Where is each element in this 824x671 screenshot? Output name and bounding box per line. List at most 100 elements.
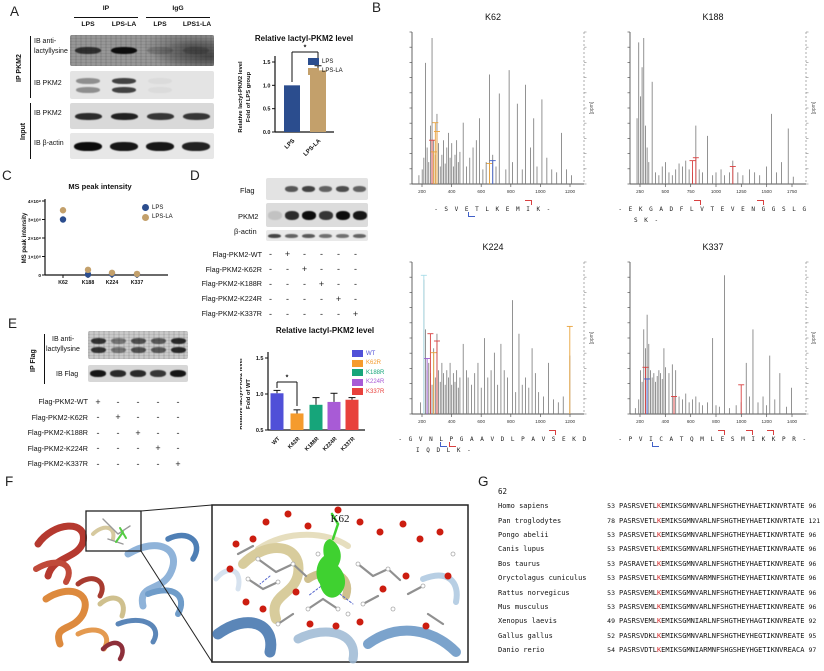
legend-swatch bbox=[352, 388, 363, 395]
plus-minus-mark: - bbox=[176, 396, 180, 407]
blot-band bbox=[112, 77, 136, 84]
plus-minus-mark: - bbox=[156, 412, 160, 423]
sequence-ion-mark bbox=[652, 442, 660, 447]
alignment-row: Mus musculus 53 PASRSVEMLKEMIKSGMNVARLNFSH… bbox=[498, 600, 822, 614]
plus-minus-mark: - bbox=[354, 293, 357, 304]
blot-band bbox=[285, 186, 298, 192]
blot-flag bbox=[266, 178, 368, 200]
x-tick-label: 1000 bbox=[711, 189, 722, 194]
blot-band bbox=[170, 346, 186, 353]
plus-minus-mark: - bbox=[176, 427, 180, 438]
igg-noise-blotch bbox=[142, 35, 214, 66]
x-tick-label: 600 bbox=[477, 189, 485, 194]
x-tick-label: 400 bbox=[448, 419, 456, 424]
blot-band bbox=[150, 337, 166, 344]
blot-band bbox=[110, 370, 126, 377]
blot-band bbox=[352, 210, 367, 220]
construct-label: Flag-PKM2-K188R bbox=[201, 279, 262, 289]
plus-minus-mark: + bbox=[115, 412, 121, 423]
legend-item: K188R bbox=[352, 369, 384, 376]
plus-minus-mark: - bbox=[116, 396, 120, 407]
plus-minus-mark: - bbox=[354, 264, 357, 275]
start-position: 78 bbox=[607, 516, 615, 525]
sequence: PASRSVETLKEMIKSGMNVARLNFSHGTHEYHAETIKNVR… bbox=[619, 530, 805, 539]
legend-item: LPS-LA bbox=[142, 213, 173, 221]
spectrum-k62: K62 - S V E T L K E M I K - [ppm] 200 400 6… bbox=[388, 8, 598, 236]
x-tick-label: 600 bbox=[687, 419, 695, 424]
bar bbox=[290, 413, 304, 430]
plus-minus-mark: - bbox=[116, 458, 120, 469]
legend-item: LPS-LA bbox=[308, 67, 343, 75]
blot-band bbox=[302, 186, 315, 192]
panel-g-label: G bbox=[478, 474, 489, 489]
x-category-label: K337 bbox=[131, 280, 144, 286]
blot-band bbox=[74, 112, 102, 120]
lane-label: LPS-LA bbox=[111, 21, 137, 28]
y-tick-label: 3×10⁸ bbox=[28, 218, 41, 224]
y-tick-label: 1×10⁸ bbox=[28, 255, 41, 261]
legend-swatch bbox=[142, 204, 149, 211]
blot-band bbox=[148, 77, 172, 84]
chart-a-title: Relative lactyl-PKM2 level bbox=[254, 34, 354, 43]
lactylated-lysine: K bbox=[656, 545, 662, 554]
end-position: 121 bbox=[808, 516, 821, 525]
y-tick-label: 0 bbox=[38, 273, 41, 279]
chart-c-legend: LPS LPS-LA bbox=[142, 204, 173, 223]
input-side-label: Input bbox=[20, 122, 27, 140]
plus-minus-mark: - bbox=[96, 443, 100, 454]
x-tick-label: 200 bbox=[418, 419, 426, 424]
chart-e: 0.5 1.0 1.5 WT K62R K188R K224R K337R * Relative … bbox=[238, 338, 410, 466]
legend-swatch bbox=[308, 58, 319, 65]
blot-band bbox=[147, 47, 173, 54]
plus-minus-mark: - bbox=[156, 427, 160, 438]
plus-minus-mark: - bbox=[286, 293, 289, 304]
right-axis-label: [ppm] bbox=[811, 101, 817, 114]
plus-minus-mark: - bbox=[269, 249, 272, 260]
plus-minus-mark: - bbox=[286, 278, 289, 289]
end-position: 92 bbox=[808, 617, 817, 626]
peptide-sequence-line2: S K - bbox=[634, 217, 660, 224]
blot-band bbox=[353, 186, 366, 192]
construct-row: Flag-PKM2-K337R - - - - + bbox=[18, 456, 188, 472]
y-tick-label: 2×10⁸ bbox=[28, 236, 41, 242]
y-tick-label: 1.5 bbox=[263, 60, 271, 66]
species-name: Homo sapiens bbox=[498, 502, 549, 511]
plus-minus-mark: - bbox=[156, 396, 160, 407]
blot-band bbox=[76, 77, 100, 84]
blot-row-label: IB Flag bbox=[56, 371, 79, 378]
water-oxygen-atoms bbox=[226, 506, 452, 630]
plus-minus-mark: - bbox=[96, 412, 100, 423]
plus-minus-mark: - bbox=[156, 458, 160, 469]
construct-row: Flag-PKM2-K188R - - + - - bbox=[18, 425, 188, 441]
x-tick-label: 200 bbox=[418, 189, 426, 194]
ip-header: IP bbox=[102, 5, 110, 12]
y-tick-label: 0.0 bbox=[263, 130, 271, 136]
plus-minus-mark: - bbox=[303, 278, 306, 289]
alignment-row: Gallus gallus 52 PASRSVDKLKEMIKSGMNVARLNFS… bbox=[498, 629, 822, 643]
blot-band bbox=[318, 210, 333, 220]
lactylated-lysine: K bbox=[656, 602, 662, 611]
legend-label: K188R bbox=[366, 369, 385, 376]
blot-band bbox=[336, 186, 349, 192]
sequence: PASRSVEMLKEMIKSGMNVARLNFSHGTHEYHAETIKNVR… bbox=[619, 588, 805, 597]
blot-band bbox=[110, 346, 126, 353]
plus-minus-mark: - bbox=[116, 427, 120, 438]
start-position: 54 bbox=[607, 646, 615, 655]
panel-b-label: B bbox=[372, 0, 382, 15]
sequence: PASRAVETLKEMIKSGMNVARLNFSHGTHEYHAETIKNVR… bbox=[619, 559, 805, 568]
plus-minus-mark: - bbox=[269, 264, 272, 275]
plus-minus-mark: - bbox=[337, 308, 340, 319]
legend-swatch bbox=[352, 369, 363, 376]
spectrum-title: K224 bbox=[482, 242, 504, 252]
construct-row: Flag-PKM2-WT + - - - - bbox=[18, 394, 188, 410]
inset-structure: K62 bbox=[212, 506, 461, 664]
x-tick-label: 800 bbox=[507, 189, 515, 194]
construct-label: Flag-PKM2-K62R bbox=[31, 412, 88, 422]
plus-minus-mark: - bbox=[303, 308, 306, 319]
panel-d-rows: Flag-PKM2-WT - + - - - - Flag-PKM2-K62R - - + - - - Fl… bbox=[196, 247, 364, 321]
x-tick-label: 1500 bbox=[762, 189, 773, 194]
blot-input-pkm2 bbox=[70, 103, 214, 129]
plus-minus-mark: - bbox=[136, 458, 140, 469]
spectrum-svg: [ppm] 250 500 750 1000 1250 1500 1750 bbox=[627, 31, 817, 194]
blot-row-label: lactyllysine bbox=[34, 48, 68, 55]
